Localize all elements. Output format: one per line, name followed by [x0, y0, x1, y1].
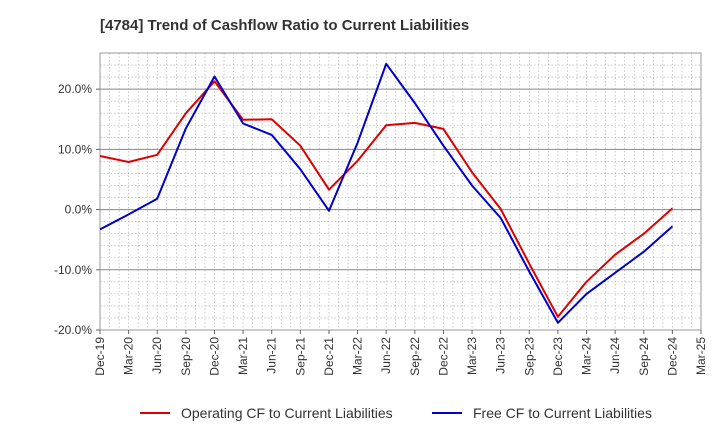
x-tick-label: Mar-21: [236, 337, 250, 375]
x-tick-label: Jun-23: [494, 337, 508, 374]
x-tick-label: Dec-20: [207, 337, 221, 376]
y-tick-label: 20.0%: [58, 82, 92, 96]
x-tick-label: Sep-24: [637, 337, 651, 376]
x-tick-label: Mar-24: [580, 337, 594, 375]
x-tick-label: Sep-20: [179, 337, 193, 376]
y-tick-label: -20.0%: [54, 323, 92, 337]
y-tick-label: 0.0%: [65, 203, 93, 217]
x-tick-label: Dec-19: [93, 337, 107, 376]
legend: Operating CF to Current Liabilities Free …: [140, 405, 652, 421]
x-tick-label: Mar-20: [122, 337, 136, 375]
x-axis-ticks: Dec-19 Mar-20 Jun-20 Sep-20 Dec-20 Mar-21 Jun-…: [93, 330, 708, 376]
x-tick-label: Mar-25: [694, 337, 708, 375]
y-axis-ticks: 20.0% 10.0% 0.0% -10.0% -20.0%: [54, 82, 100, 337]
plot-area: [99, 52, 702, 331]
x-tick-label: Dec-22: [436, 337, 450, 376]
legend-label: Free CF to Current Liabilities: [473, 405, 652, 421]
y-tick-label: 10.0%: [58, 142, 92, 156]
x-tick-label: Jun-21: [265, 337, 279, 374]
x-tick-label: Jun-22: [379, 337, 393, 374]
x-tick-label: Sep-22: [408, 337, 422, 376]
series-lines: [99, 62, 674, 324]
y-tick-label: -10.0%: [54, 263, 92, 277]
series-line-operating-cf: [99, 80, 674, 318]
chart-title: [4784] Trend of Cashflow Ratio to Curren…: [100, 17, 469, 34]
x-tick-label: Jun-20: [150, 337, 164, 374]
x-tick-label: Mar-22: [351, 337, 365, 375]
x-tick-label: Mar-23: [465, 337, 479, 375]
x-tick-label: Sep-23: [522, 337, 536, 376]
x-tick-label: Jun-24: [608, 337, 622, 374]
x-tick-label: Dec-24: [665, 337, 679, 376]
series-line-free-cf: [99, 62, 674, 324]
legend-label: Operating CF to Current Liabilities: [181, 405, 393, 421]
x-tick-label: Sep-21: [293, 337, 307, 376]
x-tick-label: Dec-23: [551, 337, 565, 376]
x-tick-label: Dec-21: [322, 337, 336, 376]
grid-lines: [100, 53, 701, 330]
